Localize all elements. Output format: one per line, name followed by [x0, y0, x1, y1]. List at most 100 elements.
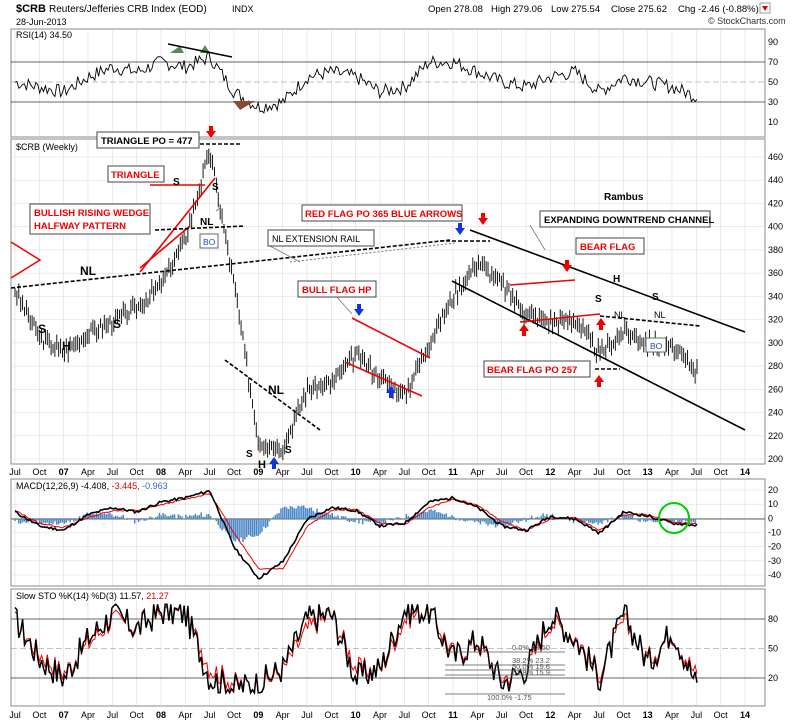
y-tick-label: 280: [768, 361, 783, 371]
y-tick-label: -40: [768, 570, 781, 580]
x-tick-label: Oct: [714, 710, 729, 720]
sto-series: [14, 603, 698, 696]
x-tick-label: Jul: [107, 710, 119, 720]
y-tick-label: 0: [768, 513, 773, 523]
rsi-line: [14, 50, 698, 114]
x-tick-label: 07: [59, 467, 69, 477]
down-arrow-icon: [562, 260, 572, 272]
rsi-panel: [10, 28, 766, 138]
x-tick-label: Jul: [593, 467, 605, 477]
sto-ticks: 80 50 20: [768, 614, 778, 683]
y-tick-label: -10: [768, 528, 781, 538]
x-tick-label: Jul: [691, 710, 703, 720]
fib-382: 38.2% 23.2: [512, 656, 550, 665]
x-tick-label: Apr: [81, 467, 95, 477]
x-tick-label: 07: [59, 710, 69, 720]
rsi-overbought-fill: [170, 46, 184, 53]
x-tick-label: Jul: [9, 710, 21, 720]
y-tick-label: 50: [768, 77, 778, 87]
bull-flag-label: BULL FLAG HP: [302, 285, 372, 296]
rsi-oversold-fill: [233, 101, 255, 110]
x-tick-label: Jul: [301, 710, 313, 720]
macd-ticks: 20 10 0 -10 -20 -30 -40: [768, 485, 781, 580]
x-tick-label: Oct: [519, 467, 534, 477]
x-tick-label: Jul: [691, 467, 703, 477]
svg-text:H: H: [62, 339, 71, 353]
pattern-letters: S H S NL S S NL NL S H S H S S NL NL: [38, 177, 666, 471]
up-arrow-icon: [594, 375, 604, 387]
x-tick-label: Apr: [470, 467, 484, 477]
x-tick-label: Apr: [81, 710, 95, 720]
sto-label: Slow STO %K(14) %D(3) 11.57, 21.27: [16, 591, 169, 601]
x-tick-label: Apr: [373, 467, 387, 477]
x-tick-label: Apr: [665, 710, 679, 720]
x-tick-label: Jul: [204, 710, 216, 720]
x-tick-label: Apr: [276, 710, 290, 720]
x-tick-label: 13: [643, 710, 653, 720]
wedge-label-2: HALFWAY PATTERN: [34, 221, 126, 232]
down-triangle-icon-glyph: [762, 6, 768, 11]
x-tick-label: Oct: [519, 710, 534, 720]
x-tick-label: Jul: [107, 467, 119, 477]
x-tick-label: Jul: [593, 710, 605, 720]
bo-label-1: BO: [203, 237, 216, 247]
x-tick-label: 12: [545, 710, 555, 720]
macd-highlight-circle: [658, 502, 690, 534]
x-tick-label: Jul: [496, 467, 508, 477]
low-value: Low 275.54: [551, 4, 600, 15]
date-label: 28-Jun-2013: [16, 17, 67, 27]
x-tick-label: Jul: [9, 467, 21, 477]
price-bars: [14, 148, 698, 461]
x-tick-label: Jul: [399, 710, 411, 720]
y-tick-label: 460: [768, 152, 783, 162]
up-arrow-icon: [596, 318, 606, 330]
x-tick-label: 10: [351, 710, 361, 720]
x-tick-label: Oct: [130, 467, 145, 477]
x-tick-label: 11: [448, 467, 458, 477]
x-tick-label: Apr: [568, 710, 582, 720]
index-name: Reuters/Jefferies CRB Index (EOD): [49, 4, 207, 15]
bear-flag-label: BEAR FLAG: [580, 242, 635, 253]
bo-label-2: BO: [650, 341, 663, 351]
x-tick-label: Apr: [276, 467, 290, 477]
x-tick-label: Oct: [130, 710, 145, 720]
y-tick-label: 90: [768, 37, 778, 47]
change-value: Chg -2.46 (-0.88%): [678, 4, 759, 15]
x-tick-label: Apr: [178, 710, 192, 720]
up-arrow-icon: [519, 324, 529, 336]
y-tick-label: 20: [768, 485, 778, 495]
channel-label: EXPANDING DOWNTREND CHANNEL: [544, 215, 714, 226]
x-tick-label: Apr: [665, 467, 679, 477]
x-tick-label: 12: [545, 467, 555, 477]
svg-text:S: S: [652, 292, 659, 303]
svg-text:H: H: [613, 274, 620, 285]
svg-text:S: S: [173, 177, 180, 188]
down-arrow-icon: [455, 223, 465, 235]
y-tick-label: 70: [768, 57, 778, 67]
y-tick-label: 420: [768, 198, 783, 208]
x-tick-label: Jul: [301, 467, 313, 477]
x-tick-label: 14: [740, 710, 750, 720]
signal-arrows: [206, 126, 606, 469]
exchange: INDX: [232, 4, 254, 14]
triangle-po-label: TRIANGLE PO = 477: [101, 136, 193, 147]
fib-0: 0.0% 43.50: [512, 643, 550, 652]
sto-panel: [10, 588, 766, 707]
x-tick-label: Oct: [227, 467, 242, 477]
x-tick-label: Oct: [324, 467, 339, 477]
fib-retracement: 0.0% 43.50 38.2% 23.2 50.0% 19.6 61.8% 1…: [445, 643, 565, 702]
svg-text:S: S: [285, 445, 292, 456]
y-tick-label: 300: [768, 338, 783, 348]
rsi-label: RSI(14) 34.50: [16, 30, 72, 40]
y-tick-label: -30: [768, 556, 781, 566]
x-tick-label: 10: [351, 467, 361, 477]
red-flag-label: RED FLAG PO 365 BLUE ARROWS: [305, 209, 462, 220]
x-tick-label: Jul: [496, 710, 508, 720]
price-ticks: 460 440 420 400 380 360 340 320 300 280 260 240 220 2…: [768, 152, 783, 464]
x-tick-label: Oct: [714, 467, 729, 477]
y-tick-label: 10: [768, 117, 778, 127]
svg-text:S: S: [38, 322, 46, 336]
x-tick-label: Oct: [324, 710, 339, 720]
svg-text:NL: NL: [200, 217, 213, 228]
